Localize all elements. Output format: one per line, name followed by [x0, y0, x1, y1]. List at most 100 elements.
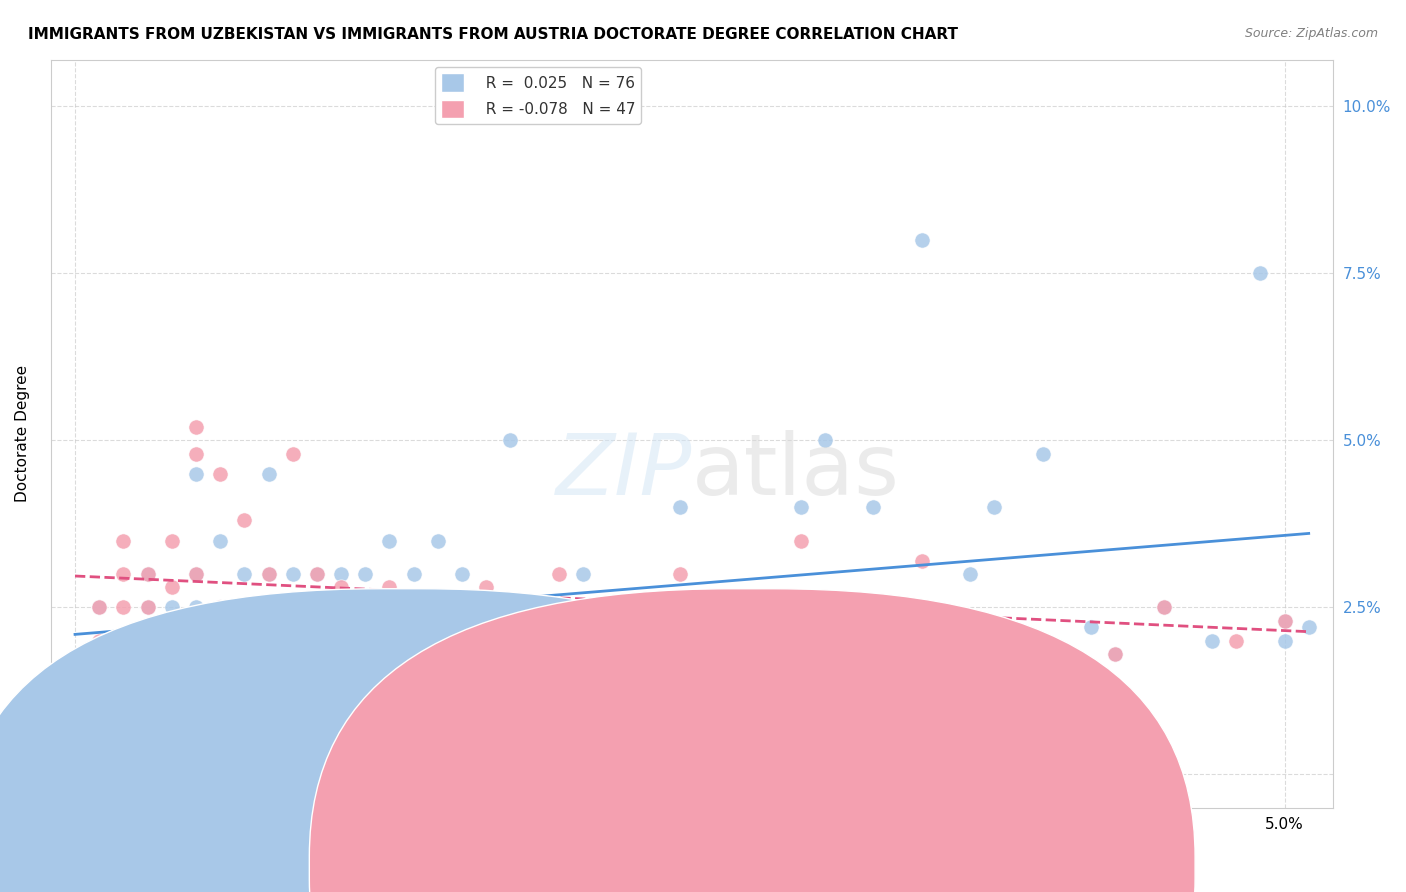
Point [838, 633, 860, 648]
Point [89, 600, 111, 615]
Point [233, 566, 256, 581]
Text: atlas: atlas [692, 430, 900, 513]
Point [1104, 647, 1126, 661]
Point [209, 533, 232, 548]
Point [160, 667, 183, 681]
Point [281, 600, 304, 615]
Point [959, 566, 981, 581]
Point [184, 420, 207, 434]
Point [426, 633, 449, 648]
Point [89, 667, 111, 681]
Point [354, 600, 377, 615]
Point [160, 620, 183, 634]
Y-axis label: Doctorate Degree: Doctorate Degree [15, 365, 30, 502]
Legend:   R =  0.025   N = 76,   R = -0.078   N = 47: R = 0.025 N = 76, R = -0.078 N = 47 [434, 67, 641, 124]
Point [281, 566, 304, 581]
Point [305, 600, 328, 615]
Point [451, 620, 474, 634]
Point [160, 687, 183, 701]
Point [1032, 447, 1054, 461]
Point [136, 667, 159, 681]
Point [1201, 633, 1223, 648]
Point [354, 600, 377, 615]
Point [1249, 266, 1271, 280]
Point [378, 533, 401, 548]
Point [257, 633, 280, 648]
Point [209, 467, 232, 481]
Point [257, 467, 280, 481]
Point [451, 566, 474, 581]
Point [523, 633, 546, 648]
Point [741, 633, 763, 648]
Point [330, 566, 353, 581]
Point [354, 566, 377, 581]
Point [184, 667, 207, 681]
Point [983, 633, 1005, 648]
Point [402, 633, 425, 648]
Point [209, 600, 232, 615]
Point [136, 600, 159, 615]
Point [330, 580, 353, 594]
Point [136, 566, 159, 581]
Text: ZIP: ZIP [555, 430, 692, 513]
Point [184, 467, 207, 481]
Point [305, 633, 328, 648]
Point [644, 633, 666, 648]
Point [547, 600, 569, 615]
Point [402, 566, 425, 581]
Text: Source: ZipAtlas.com: Source: ZipAtlas.com [1244, 27, 1378, 40]
Point [160, 533, 183, 548]
Point [499, 434, 522, 448]
Point [1104, 647, 1126, 661]
Point [790, 533, 813, 548]
Point [547, 566, 569, 581]
Point [1153, 600, 1175, 615]
Text: IMMIGRANTS FROM UZBEKISTAN VS IMMIGRANTS FROM AUSTRIA DOCTORATE DEGREE CORRELATI: IMMIGRANTS FROM UZBEKISTAN VS IMMIGRANTS… [28, 27, 957, 42]
Point [717, 600, 740, 615]
Point [233, 600, 256, 615]
Point [620, 667, 643, 681]
Point [233, 513, 256, 527]
Point [668, 500, 690, 515]
Point [160, 714, 183, 728]
Point [1080, 620, 1102, 634]
Point [305, 566, 328, 581]
Point [717, 667, 740, 681]
Point [209, 633, 232, 648]
Point [160, 647, 183, 661]
Point [112, 667, 135, 681]
Point [330, 600, 353, 615]
Point [1274, 614, 1296, 628]
Text: Immigrants from Austria: Immigrants from Austria [778, 863, 966, 877]
Point [499, 620, 522, 634]
Point [668, 566, 690, 581]
Point [281, 447, 304, 461]
Point [89, 633, 111, 648]
Point [112, 633, 135, 648]
Point [160, 600, 183, 615]
Point [1298, 620, 1320, 634]
Point [112, 566, 135, 581]
Point [136, 633, 159, 648]
Point [233, 667, 256, 681]
Point [257, 600, 280, 615]
Point [112, 700, 135, 714]
Point [547, 667, 569, 681]
Point [136, 600, 159, 615]
Point [814, 434, 837, 448]
Point [426, 533, 449, 548]
Point [209, 600, 232, 615]
Point [523, 633, 546, 648]
Point [911, 233, 934, 247]
Point [281, 600, 304, 615]
Point [596, 700, 619, 714]
Point [112, 533, 135, 548]
Point [136, 633, 159, 648]
Point [1032, 667, 1054, 681]
Point [184, 566, 207, 581]
Point [112, 600, 135, 615]
Point [620, 620, 643, 634]
Point [160, 633, 183, 648]
Point [983, 500, 1005, 515]
Point [475, 580, 498, 594]
